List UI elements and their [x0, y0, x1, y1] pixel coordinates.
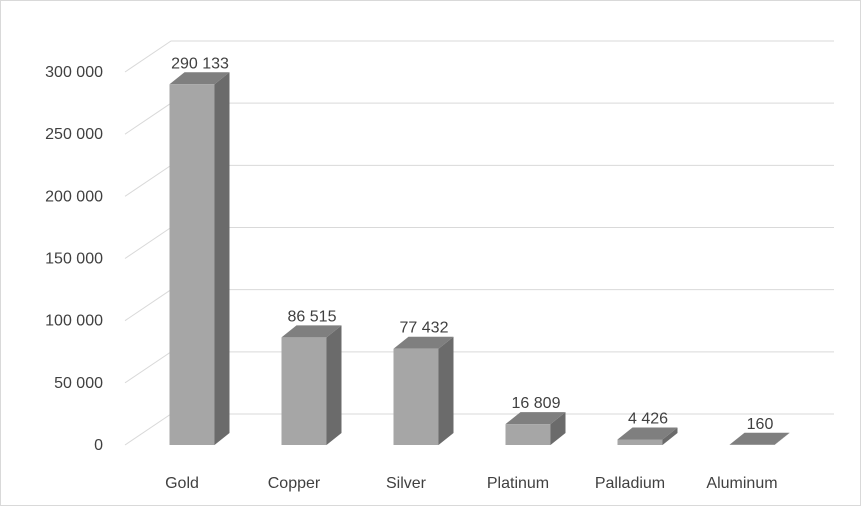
y-tick-label: 250 000	[45, 126, 103, 143]
x-tick-label: Palladium	[595, 475, 665, 492]
y-tick-label: 200 000	[45, 188, 103, 205]
bar-copper	[281, 325, 342, 445]
x-tick-label: Aluminum	[706, 475, 777, 492]
bar-top-face	[617, 427, 678, 440]
bar-palladium	[617, 427, 678, 445]
data-label: 290 133	[171, 55, 229, 72]
bar-side-face	[326, 325, 342, 445]
bar-top-face	[393, 336, 454, 349]
bar-front-face	[281, 337, 327, 445]
bar-side-face	[774, 432, 790, 445]
gridline	[124, 413, 834, 446]
data-label: 160	[747, 416, 774, 433]
gridline	[124, 102, 834, 135]
y-tick-label: 300 000	[45, 64, 103, 81]
gridline	[124, 164, 834, 197]
gridlines	[124, 40, 834, 446]
data-label: 86 515	[288, 308, 337, 325]
bar-front-face	[393, 348, 439, 445]
x-tick-label: Gold	[165, 475, 199, 492]
y-tick-label: 0	[94, 437, 103, 454]
bar-front-face	[617, 439, 663, 445]
bar-side-face	[438, 336, 454, 445]
y-tick-label: 100 000	[45, 313, 103, 330]
data-label: 77 432	[400, 320, 449, 337]
gridline	[124, 227, 834, 259]
bar-top-face	[729, 432, 790, 445]
bars	[169, 72, 790, 445]
y-tick-label: 50 000	[54, 375, 103, 392]
bar-top-face	[169, 72, 230, 85]
gridline	[124, 351, 834, 384]
data-label: 4 426	[628, 410, 668, 427]
bar-top-face	[505, 412, 566, 425]
data-label: 16 809	[512, 395, 561, 412]
y-tick-label: 150 000	[45, 251, 103, 268]
bar-side-face	[214, 72, 230, 445]
bar-front-face	[169, 84, 215, 445]
y-axis-tick-labels: 0 50 000 100 000 150 000 200 000 250 000 300 0…	[45, 64, 103, 454]
bar-platinum	[505, 412, 566, 445]
bar-gold	[169, 72, 230, 445]
data-labels: 290 133 86 515 77 432 16 809 4 426 160	[171, 55, 773, 433]
gridline	[124, 40, 834, 73]
bar-side-face	[662, 427, 678, 445]
x-tick-label: Platinum	[487, 475, 549, 492]
bar-top-face	[281, 325, 342, 338]
bar-front-face	[505, 424, 551, 445]
bar-aluminum	[729, 432, 790, 445]
x-axis-category-labels: Gold Copper Silver Platinum Palladium Aluminu…	[165, 475, 777, 492]
x-tick-label: Copper	[268, 475, 321, 492]
bar-silver	[393, 336, 454, 445]
x-tick-label: Silver	[386, 475, 427, 492]
bar-side-face	[550, 412, 566, 445]
gridline	[124, 289, 834, 322]
